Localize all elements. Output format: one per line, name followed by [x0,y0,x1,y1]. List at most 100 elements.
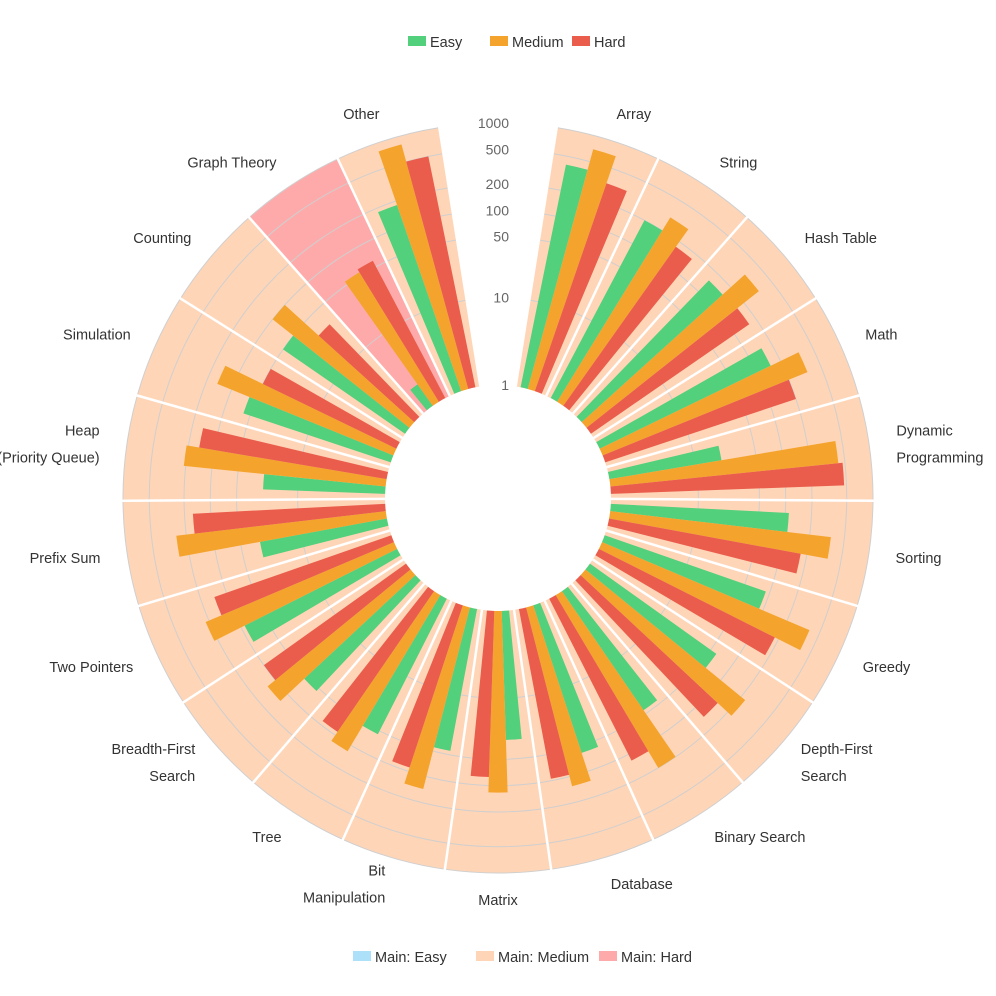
bar-easy-20 [378,204,462,394]
bar-hard-13 [263,563,411,681]
bar-easy-11 [433,607,478,751]
category-label-dynamic-programming: Dynamic Programming [896,424,983,467]
bar-easy-14 [244,548,401,642]
bar-medium-17 [217,365,397,456]
category-label-depth-first-search: Depth-First Search [801,742,873,785]
series-legend: Easy Medium Hard [408,35,625,51]
category-label-other: Other [343,107,379,123]
bar-hard-16 [199,428,389,480]
bar-medium-3 [599,352,808,456]
legend-label: Main: Easy [375,950,447,966]
bar-easy-3 [596,348,771,449]
legend-item-main-medium[interactable]: Main: Medium [476,950,589,966]
divider-17 [135,394,390,469]
legend-swatch [490,36,508,46]
tick-label-10: 10 [493,290,509,306]
bar-easy-7 [585,563,717,668]
bar-medium-0 [527,149,616,392]
category-label-string: String [719,156,757,172]
bar-medium-1 [557,217,689,406]
divider-16 [122,497,386,503]
legend-label: Main: Hard [621,950,692,966]
divider-14 [181,558,404,704]
bar-hard-5 [607,518,801,574]
bar-hard-1 [563,246,692,411]
divider-6 [605,529,859,608]
category-label-tree: Tree [252,830,281,846]
bar-hard-18 [318,324,420,423]
bar-medium-5 [609,511,831,559]
divider-18 [178,296,403,439]
bar-medium-2 [581,274,759,428]
legend-item-medium[interactable]: Medium [490,35,564,51]
bar-medium-10 [488,610,508,793]
bar-hard-11 [392,602,463,768]
legend-swatch [353,951,371,961]
legend-swatch [476,951,494,961]
bar-hard-6 [595,548,775,656]
divider-20 [336,157,451,397]
tick-label-100: 100 [486,202,510,218]
category-label-graph-theory: Graph Theory [187,156,277,172]
legend-item-easy[interactable]: Easy [408,35,463,51]
legend-swatch [572,36,590,46]
divider-8 [570,582,745,784]
bar-medium-16 [183,445,387,487]
divider-11 [443,609,484,871]
category-label-database: Database [611,877,673,893]
category-label-sorting: Sorting [896,551,942,567]
category-label-two-pointers: Two Pointers [49,660,133,676]
divider-13 [251,582,426,784]
bar-easy-6 [602,535,766,609]
main-difficulty-legend: Main: Easy Main: Medium Main: Hard [353,950,692,966]
legend-swatch [408,36,426,46]
bar-medium-15 [176,511,387,557]
bar-easy-16 [263,474,386,494]
tick-label-1: 1 [501,377,509,393]
category-label-binary-search: Binary Search [714,830,805,846]
sector-dividers [122,126,874,871]
bar-easy-19 [410,384,433,411]
legend-item-main-hard[interactable]: Main: Hard [599,950,692,966]
category-label-simulation: Simulation [63,327,131,343]
bar-easy-15 [260,518,389,558]
bar-medium-12 [331,591,441,752]
bar-hard-2 [586,308,750,434]
radial-tick-labels: 1 10 50 100 200 500 1000 [478,115,509,393]
legend-item-main-easy[interactable]: Main: Easy [353,950,447,966]
legend-label: Medium [512,35,564,51]
bar-hard-19 [357,260,446,402]
data-bars [176,144,845,793]
divider-21 [437,126,482,387]
bar-medium-19 [344,272,439,406]
bar-hard-7 [575,575,718,717]
bar-medium-4 [609,441,839,487]
bar-medium-7 [580,569,746,716]
bar-medium-9 [526,605,591,787]
category-label-counting: Counting [133,231,191,247]
category-label-prefix-sum: Prefix Sum [30,551,101,567]
bar-easy-5 [610,503,789,532]
divider-7 [592,558,815,704]
divider-9 [543,600,655,841]
legend-swatch [599,951,617,961]
bar-easy-13 [304,575,421,692]
bar-hard-9 [518,607,570,779]
tick-label-500: 500 [486,141,510,157]
divider-10 [512,609,553,871]
bar-medium-18 [272,304,415,428]
gridline-1000 [122,127,874,874]
bar-hard-20 [406,156,476,389]
legend-item-hard[interactable]: Hard [572,35,625,51]
category-label-breadth-first-search: Breadth-First Search [111,742,195,785]
bar-easy-8 [561,586,658,711]
category-label-greedy: Greedy [863,660,911,676]
divider-5 [610,497,874,503]
category-label-array: Array [616,107,651,123]
divider-3 [593,296,818,439]
category-label-hash-table: Hash Table [805,231,877,247]
category-labels: Array String Hash Table Math Dynamic Programm… [0,107,983,909]
bar-easy-1 [550,220,663,402]
bar-easy-4 [607,445,722,480]
